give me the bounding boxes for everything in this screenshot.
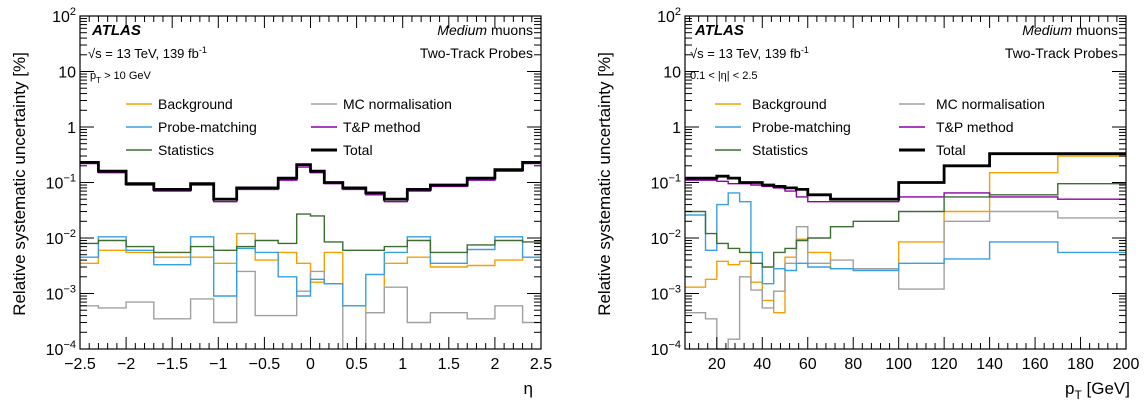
plot-eta: Relative systematic uncertainty [%] −2.5… (10, 6, 552, 398)
x-tick-label: −2.5 (64, 356, 96, 373)
working-point-label: Medium muons (1022, 22, 1118, 38)
x-tick-label: 60 (799, 356, 817, 373)
x-tick-label: −1.5 (156, 356, 188, 373)
x-tick-label: 40 (753, 356, 771, 373)
working-point-italic: Medium (437, 22, 487, 38)
tick-layer: −2.5 −2 −1.5 −1 −0.5 0 0.5 1 1.5 2 2.5 10−4 10−3 10−2… (46, 6, 553, 373)
working-point-rest: muons (1072, 22, 1118, 38)
series-probe-matching (685, 192, 1126, 285)
lumi-exponent: -1 (199, 45, 207, 55)
x-tick-label: 1 (398, 356, 407, 373)
series-mc-normalisation (80, 270, 541, 350)
x-tick-label: 180 (1067, 356, 1094, 373)
x-tick-label: −1 (209, 356, 227, 373)
y-tick-label: 10−3 (651, 284, 681, 304)
y-tick-label: 1 (672, 120, 681, 137)
legend-label-total: Total (936, 142, 966, 158)
legend-label-mc-normalisation: MC normalisation (343, 96, 452, 112)
series-probe-matching (80, 236, 541, 307)
x-tick-label: 200 (1113, 356, 1140, 373)
legend-label-probe-matching: Probe-matching (752, 119, 851, 135)
legend-label-total: Total (343, 142, 373, 158)
series-mc-normalisation (685, 210, 1126, 350)
x-tick-label: 0 (306, 356, 315, 373)
series-statistics (80, 213, 541, 254)
y-tick-label: 10 (58, 65, 76, 82)
atlas-label: ATLAS (694, 22, 744, 39)
x-tick-label: 160 (1022, 356, 1049, 373)
energy-lumi-label: √s = 13 TeV, 139 fb-1 (88, 45, 207, 61)
x-tick-label: 20 (708, 356, 726, 373)
x-tick-label: 1.5 (438, 356, 460, 373)
x-tick-label: 120 (931, 356, 958, 373)
y-tick-label: 10−4 (46, 339, 76, 359)
legend-label-tp-method: T&P method (343, 119, 421, 135)
energy-lumi-text: √s = 13 TeV, 139 fb (88, 46, 199, 61)
x-axis-label: η (524, 379, 533, 398)
plot-pt: Relative systematic uncertainty [%] 20 40… (595, 6, 1139, 402)
x-axis-label-sub: T (1074, 388, 1082, 402)
x-tick-label: 100 (885, 356, 912, 373)
y-tick-label: 10−1 (46, 173, 76, 193)
working-point-rest: muons (487, 22, 533, 38)
energy-lumi-label: √s = 13 TeV, 139 fb-1 (690, 45, 809, 61)
legend-label-background: Background (158, 96, 233, 112)
y-tick-label: 10−1 (651, 173, 681, 193)
legend-label-statistics: Statistics (158, 142, 214, 158)
selection-text: p (90, 70, 96, 82)
y-axis-label: Relative systematic uncertainty [%] (595, 52, 614, 316)
lumi-exponent: -1 (801, 45, 809, 55)
x-tick-label: −2 (117, 356, 135, 373)
y-tick-label: 102 (52, 6, 76, 26)
series-statistics (685, 183, 1126, 268)
legend-label-probe-matching: Probe-matching (158, 119, 257, 135)
working-point-italic: Medium (1022, 22, 1072, 38)
atlas-label: ATLAS (91, 22, 141, 39)
x-tick-label: 0.5 (345, 356, 367, 373)
y-tick-label: 10−4 (651, 339, 681, 359)
tick-layer: 20 40 60 80 100 120 140 160 180 20010−410−310−210… (651, 6, 1140, 373)
energy-lumi-text: √s = 13 TeV, 139 fb (690, 46, 801, 61)
legend: Background Probe-matching Statistics MC … (715, 96, 1045, 158)
selection-text: 0.1 < |η| < 2.5 (690, 70, 758, 82)
selection-label: 0.1 < |η| < 2.5 (690, 70, 758, 82)
legend-label-mc-normalisation: MC normalisation (936, 96, 1045, 112)
series-layer (80, 161, 541, 350)
series-layer (685, 152, 1126, 350)
legend-label-background: Background (752, 96, 827, 112)
y-tick-label: 102 (657, 6, 681, 26)
x-tick-label: 2 (490, 356, 499, 373)
series-total (685, 152, 1126, 201)
selection-subscript: T (96, 76, 101, 85)
x-axis-label: pT [GeV] (1065, 379, 1130, 402)
x-tick-label: −0.5 (249, 356, 281, 373)
series-tp-method (685, 179, 1126, 203)
x-axis-label-main: η (524, 379, 533, 398)
probes-label: Two-Track Probes (420, 45, 533, 61)
working-point-label: Medium muons (437, 22, 533, 38)
y-tick-label: 10−2 (46, 228, 76, 248)
series-total (80, 161, 541, 201)
y-axis-label: Relative systematic uncertainty [%] (10, 52, 29, 316)
x-axis-label-rest: [GeV] (1082, 379, 1130, 398)
x-tick-label: 80 (844, 356, 862, 373)
legend-label-statistics: Statistics (752, 142, 808, 158)
y-tick-label: 10 (663, 65, 681, 82)
y-tick-label: 10−3 (46, 284, 76, 304)
legend: Background Probe-matching Statistics MC … (126, 96, 452, 158)
selection-label: pT > 10 GeV (90, 70, 152, 85)
x-tick-label: 2.5 (530, 356, 552, 373)
x-axis-label-main: p (1065, 379, 1074, 398)
legend-label-tp-method: T&P method (936, 119, 1014, 135)
y-tick-label: 10−2 (651, 228, 681, 248)
selection-rest: > 10 GeV (101, 70, 152, 82)
x-tick-label: 140 (976, 356, 1003, 373)
probes-label: Two-Track Probes (1005, 45, 1118, 61)
y-tick-label: 1 (67, 120, 76, 137)
